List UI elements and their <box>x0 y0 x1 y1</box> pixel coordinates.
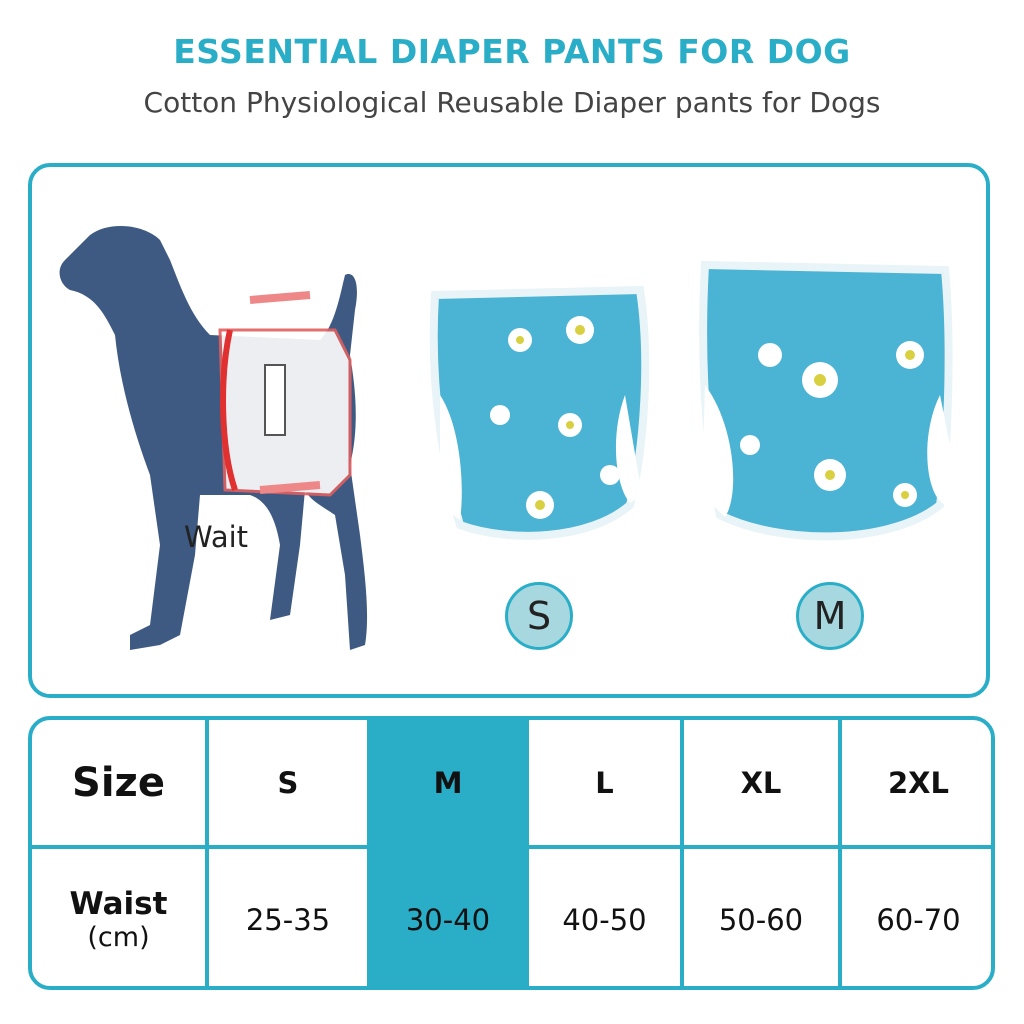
size-l: L <box>595 765 614 800</box>
highlight-column-m <box>371 720 529 986</box>
column-divider <box>205 720 209 986</box>
waist-2xl: 60-70 <box>876 902 961 937</box>
diaper-medium-image <box>699 260 960 541</box>
size-2xl: 2XL <box>887 765 950 800</box>
column-divider <box>680 720 684 986</box>
column-divider <box>367 720 371 986</box>
column-divider <box>838 720 842 986</box>
waist-m: 30-40 <box>405 902 491 937</box>
size-s: S <box>277 765 299 800</box>
waist-s: 25-35 <box>245 902 331 937</box>
page-title: ESSENTIAL DIAPER PANTS FOR DOG <box>173 32 851 71</box>
column-divider <box>525 720 529 986</box>
waist-l: 40-50 <box>562 902 647 937</box>
dog-illustration <box>59 225 368 650</box>
waist-label: Wait <box>184 520 249 554</box>
diaper-small-image <box>429 285 650 540</box>
size-xl: XL <box>740 765 782 800</box>
waist-label: Waist <box>69 886 168 922</box>
product-panel <box>28 163 990 698</box>
size-badge-m: M <box>796 582 864 650</box>
waist-row-header: Waist (cm) <box>32 849 205 986</box>
size-badge-s: S <box>505 582 573 650</box>
size-m: M <box>433 765 463 800</box>
page-subtitle: Cotton Physiological Reusable Diaper pan… <box>143 86 881 119</box>
row-divider <box>32 845 991 849</box>
waist-unit: (cm) <box>87 922 150 953</box>
waist-xl: 50-60 <box>718 902 804 937</box>
size-row-header: Size <box>72 759 165 806</box>
size-table: Size S M L XL 2XL Waist (cm) 25-35 30-40… <box>28 716 995 990</box>
